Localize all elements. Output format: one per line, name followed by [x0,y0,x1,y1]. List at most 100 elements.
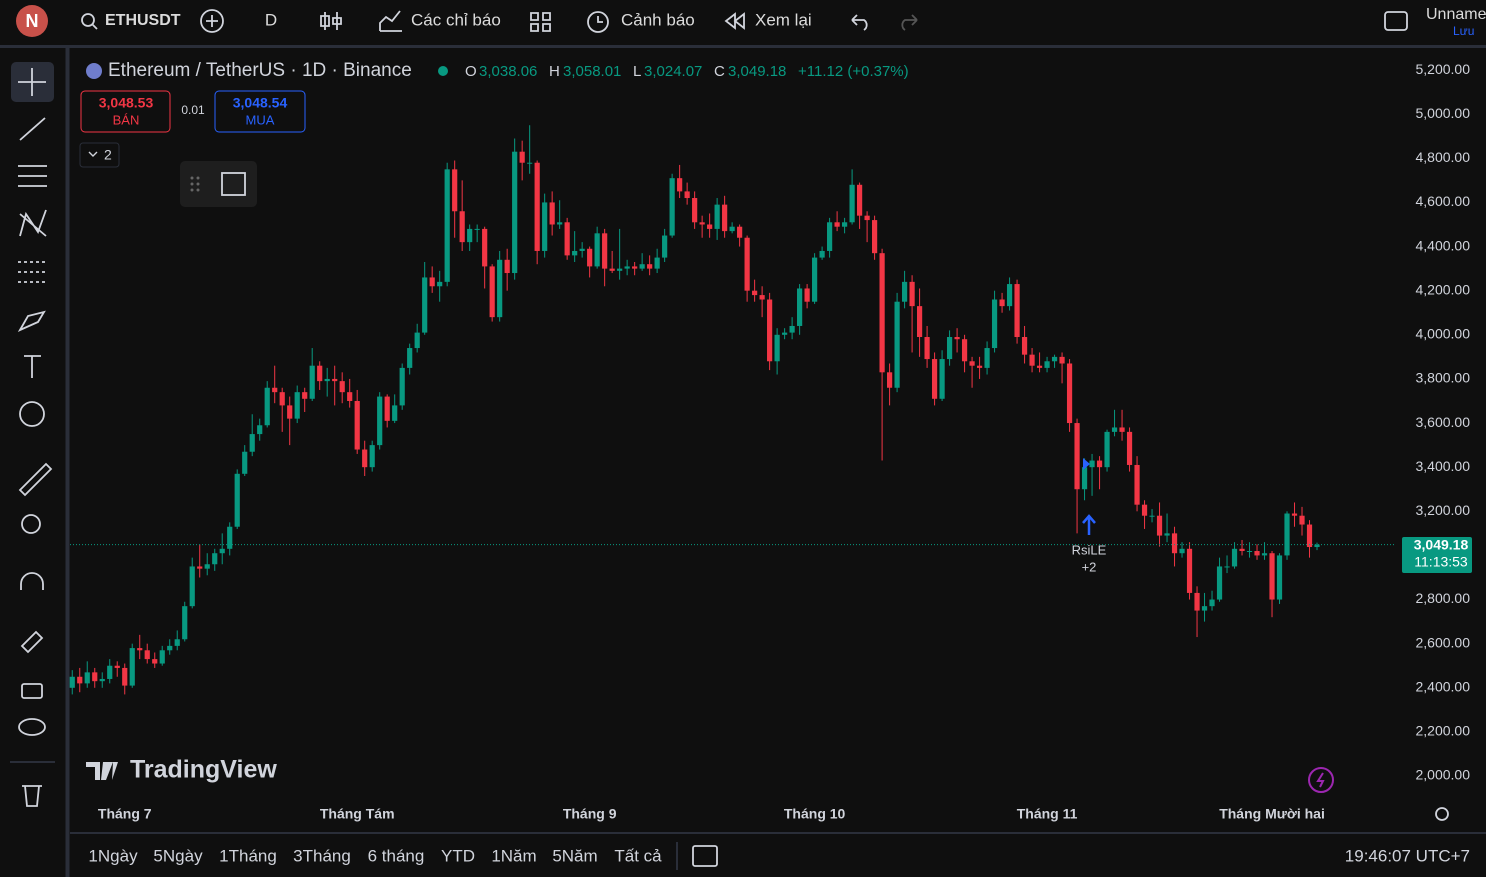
candle-body [879,253,885,373]
lock-tool[interactable] [21,683,43,699]
collapse-button[interactable] [79,142,120,168]
search-icon [91,23,98,30]
undo[interactable] [851,14,868,31]
candle-body [1276,555,1283,600]
avatar[interactable] [16,5,48,37]
candle-body [392,405,398,421]
candle-body [789,325,795,333]
candle-body [812,257,818,302]
candle-body [782,332,788,335]
y-tick-label: 2,000.00 [1416,767,1471,783]
y-tick-label: 5,000.00 [1416,105,1471,121]
fib-tool[interactable] [18,165,47,187]
interval[interactable]: D [265,10,277,29]
candle-body [1119,427,1125,432]
alerts-icon [587,11,609,33]
candle-body [324,378,330,382]
candle-body [332,378,338,382]
candle-body [302,392,308,399]
candle-body [482,228,488,267]
range-button[interactable]: Tất cả [614,846,662,865]
forecast-tool[interactable] [18,261,47,283]
signal-label: RsiLE [1072,542,1107,557]
chart-type-icon[interactable] [320,12,342,30]
candle-body [1141,504,1148,516]
delete-tool[interactable] [22,785,42,807]
candle-body [729,226,735,232]
chart-title: Ethereum / TetherUS · 1D · Binance [108,60,412,81]
candle-body [377,396,383,446]
quantity[interactable]: 0.01 [181,103,205,117]
emoji-tool[interactable] [19,401,45,427]
high-value: 3,058.01 [563,63,621,80]
brush-tool[interactable] [17,310,46,332]
candle-body [69,676,75,688]
pattern-tool[interactable] [19,209,47,237]
candle-body [272,387,278,393]
candle-body [1021,337,1028,355]
candle-body [279,392,285,406]
range-button[interactable]: 1Tháng [219,846,277,865]
candle-body [1314,544,1320,548]
last-price-box [1402,537,1472,573]
templates-icon[interactable] [530,12,551,32]
zoom-tool[interactable] [21,514,41,534]
close-key: C [714,63,725,80]
candle-body [339,381,345,393]
date-range-icon[interactable] [692,845,718,867]
magnet-tool[interactable] [20,572,44,590]
y-tick-label: 4,400.00 [1416,237,1471,253]
buy-label: MUA [246,112,275,127]
event-badge[interactable] [1308,767,1334,793]
candle-body [129,648,135,686]
replay[interactable]: Xem lại [755,10,812,29]
buy-button[interactable] [214,90,306,133]
alerts[interactable]: Cảnh báo [621,10,695,29]
add-symbol[interactable] [200,9,224,33]
text-tool[interactable] [24,355,41,378]
lock-drawing-tool[interactable] [20,630,44,654]
candle-body [849,184,855,223]
candle-body [189,566,195,607]
candle-body [857,184,863,216]
candle-body [587,248,593,267]
y-tick-label: 4,800.00 [1416,149,1471,165]
hide-tool[interactable] [18,718,46,736]
candle-body [677,178,683,192]
chevron [88,151,98,157]
x-tick-label: Tháng 11 [1017,806,1078,822]
candle-body [1254,551,1260,556]
symbol[interactable]: ETHUSDT [105,12,181,29]
candle-body [294,392,300,419]
x-tick-label: Tháng 7 [98,806,152,822]
candle-body [444,169,450,282]
range-button[interactable]: 1Ngày [88,846,138,865]
ruler-tool[interactable] [18,462,53,497]
settings-icon[interactable] [1435,807,1449,821]
range-button[interactable]: 5Năm [552,846,597,865]
candle-body [92,672,98,682]
candle-body [1089,460,1095,468]
layout-icon[interactable] [1384,11,1408,31]
redo[interactable] [901,14,918,31]
layout-name[interactable]: Unname [1426,6,1486,23]
search-icon [81,13,95,27]
chart-pane [70,48,1486,832]
range-button[interactable]: 3Tháng [293,846,351,865]
trendline-tool[interactable] [19,117,46,141]
select-tool[interactable] [221,172,246,196]
range-button[interactable]: 5Ngày [153,846,203,865]
candle-body [1096,460,1103,468]
range-button[interactable]: 6 tháng [368,846,425,865]
candle-body [632,266,638,269]
candle-body [662,235,668,258]
save[interactable]: Lưu [1453,24,1474,38]
candle-body [467,228,473,243]
drag-handle [190,176,200,192]
candle-body [737,226,743,238]
sell-button[interactable] [80,90,171,133]
range-button[interactable]: YTD [441,846,475,865]
range-button[interactable]: 1Năm [491,846,536,865]
x-tick-label: Tháng Mười hai [1219,806,1325,822]
indicators[interactable]: Các chỉ báo [411,10,501,29]
